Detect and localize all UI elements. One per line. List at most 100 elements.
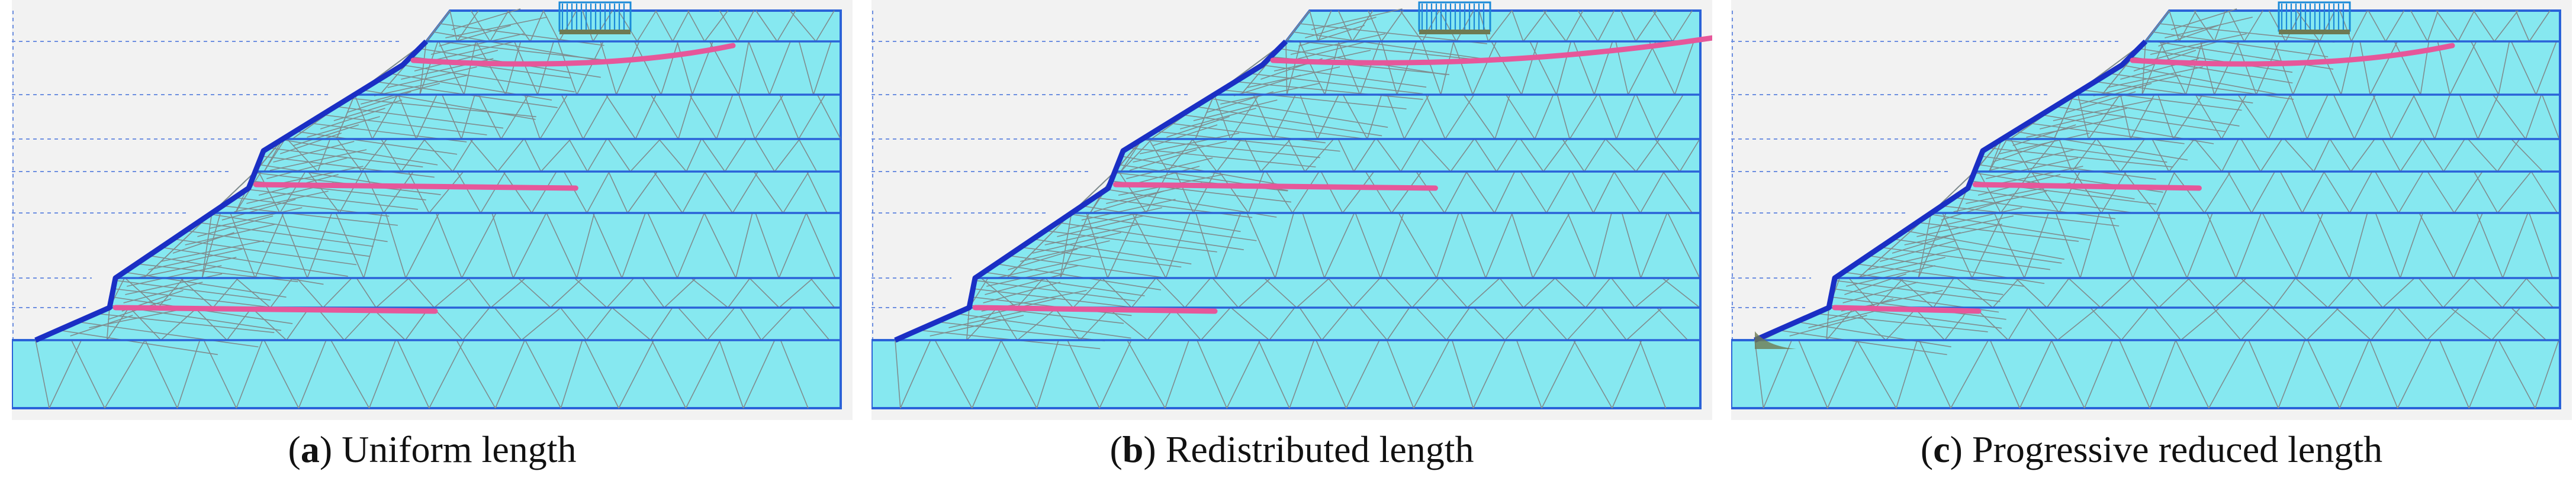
mesh-edge xyxy=(1494,171,1516,214)
mesh-edge xyxy=(1565,10,1584,42)
mesh-edge xyxy=(172,232,234,254)
soil-nail-middle xyxy=(1112,182,1438,191)
mesh-edge xyxy=(235,277,271,308)
mesh-edge xyxy=(1036,340,1059,409)
mesh-edge xyxy=(1567,307,1597,341)
mesh-edge xyxy=(798,138,818,172)
mesh-edge xyxy=(1488,10,1513,42)
mesh-edge xyxy=(748,41,770,95)
mesh-edge xyxy=(500,94,529,140)
mesh-edge xyxy=(1287,40,1474,60)
slope-model-c xyxy=(1731,0,2572,420)
mesh-edge xyxy=(1265,171,1293,214)
mesh-edge xyxy=(2434,94,2450,140)
mesh-edge xyxy=(281,139,438,166)
mesh-edge xyxy=(2055,212,2081,279)
mesh-edge xyxy=(2439,340,2470,409)
mesh-edge xyxy=(123,282,203,303)
mesh-edge xyxy=(2155,171,2176,214)
mesh-edge xyxy=(1129,149,1197,171)
mesh-edge xyxy=(1148,138,1169,172)
mesh-edge xyxy=(524,138,542,172)
mesh-edge xyxy=(364,171,384,214)
mesh-edge xyxy=(2350,10,2368,42)
mesh-edge xyxy=(2284,138,2314,172)
mesh-edge xyxy=(1273,94,1296,140)
mesh-edge xyxy=(635,94,657,140)
mesh-edge xyxy=(1032,232,1121,254)
mesh-edge xyxy=(975,280,1136,302)
mesh-edge xyxy=(58,330,218,356)
panel-c: (c) Progressive reduced length xyxy=(1731,0,2572,491)
mesh-edge xyxy=(1504,307,1535,341)
mesh-edge xyxy=(1416,171,1445,214)
mesh-edge xyxy=(779,277,813,308)
mesh-edge xyxy=(1244,138,1262,172)
mesh-edge xyxy=(1499,277,1524,308)
mesh-edge xyxy=(783,171,809,214)
mesh-edge xyxy=(1494,94,1511,140)
mesh-edge xyxy=(1230,307,1270,341)
mesh-edge xyxy=(316,307,345,341)
mesh-edge xyxy=(563,171,587,214)
mesh-edge xyxy=(2149,340,2176,409)
soil-nail-lower xyxy=(1832,305,1982,314)
mesh-edge xyxy=(1613,171,1641,214)
mesh-edge xyxy=(1126,157,1213,179)
mesh-edge xyxy=(1656,307,1689,341)
mesh-edge xyxy=(2473,171,2498,214)
mesh-edge xyxy=(1381,10,1404,42)
caption-letter: a xyxy=(300,428,320,470)
mesh-edge xyxy=(1216,138,1242,172)
mesh-edge xyxy=(754,94,784,140)
mesh-edge xyxy=(2028,307,2058,341)
mesh-edge xyxy=(209,207,303,229)
mesh-edge xyxy=(2120,138,2146,172)
mesh-edge xyxy=(2494,10,2519,42)
mesh-edge xyxy=(1436,212,1459,279)
caption-letter: c xyxy=(1933,428,1950,470)
soil-nail-upper xyxy=(410,43,736,67)
mesh-edge xyxy=(185,224,276,246)
mesh-edge xyxy=(930,315,1024,337)
mesh-edge xyxy=(1413,340,1451,409)
mesh-edge xyxy=(1520,138,1544,172)
mesh-edge xyxy=(1472,41,1497,95)
mesh-edge xyxy=(972,340,1002,409)
mesh-edge xyxy=(2443,138,2465,172)
mesh-edge xyxy=(798,41,814,95)
mesh-edge xyxy=(2426,307,2460,341)
mesh-edge xyxy=(2307,340,2340,409)
mesh-edge xyxy=(2459,94,2479,140)
mesh-edge xyxy=(2368,10,2387,42)
mesh-edge xyxy=(1611,277,1635,308)
caption-title: Uniform length xyxy=(342,428,577,470)
mesh-edge xyxy=(1440,277,1468,308)
mesh-edge xyxy=(806,171,828,214)
mesh-edge xyxy=(1446,307,1470,341)
mesh-edge xyxy=(583,94,609,140)
mesh-edge xyxy=(749,277,780,308)
mesh-edge xyxy=(2121,64,2278,95)
mesh-edge xyxy=(702,138,726,172)
mesh-edge xyxy=(433,307,464,341)
mesh-edge xyxy=(1289,340,1315,409)
mesh-edge xyxy=(1885,307,1918,341)
mesh-edge xyxy=(541,138,571,172)
mesh-edge xyxy=(587,138,607,172)
mesh-edge xyxy=(2525,94,2542,140)
mesh-edge xyxy=(445,17,548,38)
mesh-edge xyxy=(1411,277,1440,308)
mesh-edge xyxy=(1616,94,1636,140)
mesh-edge xyxy=(1556,94,1571,140)
mesh-edge xyxy=(1215,212,1242,279)
mesh-edge xyxy=(895,340,901,409)
mesh-edge xyxy=(1260,138,1291,172)
mesh-edge xyxy=(1165,340,1189,409)
mesh-edge xyxy=(490,10,509,42)
mesh-edge xyxy=(234,171,262,214)
mesh-edge xyxy=(2227,171,2252,214)
mesh-edge xyxy=(1275,212,1294,279)
mesh-edge xyxy=(1290,33,1385,55)
mesh-edge xyxy=(1485,212,1513,279)
